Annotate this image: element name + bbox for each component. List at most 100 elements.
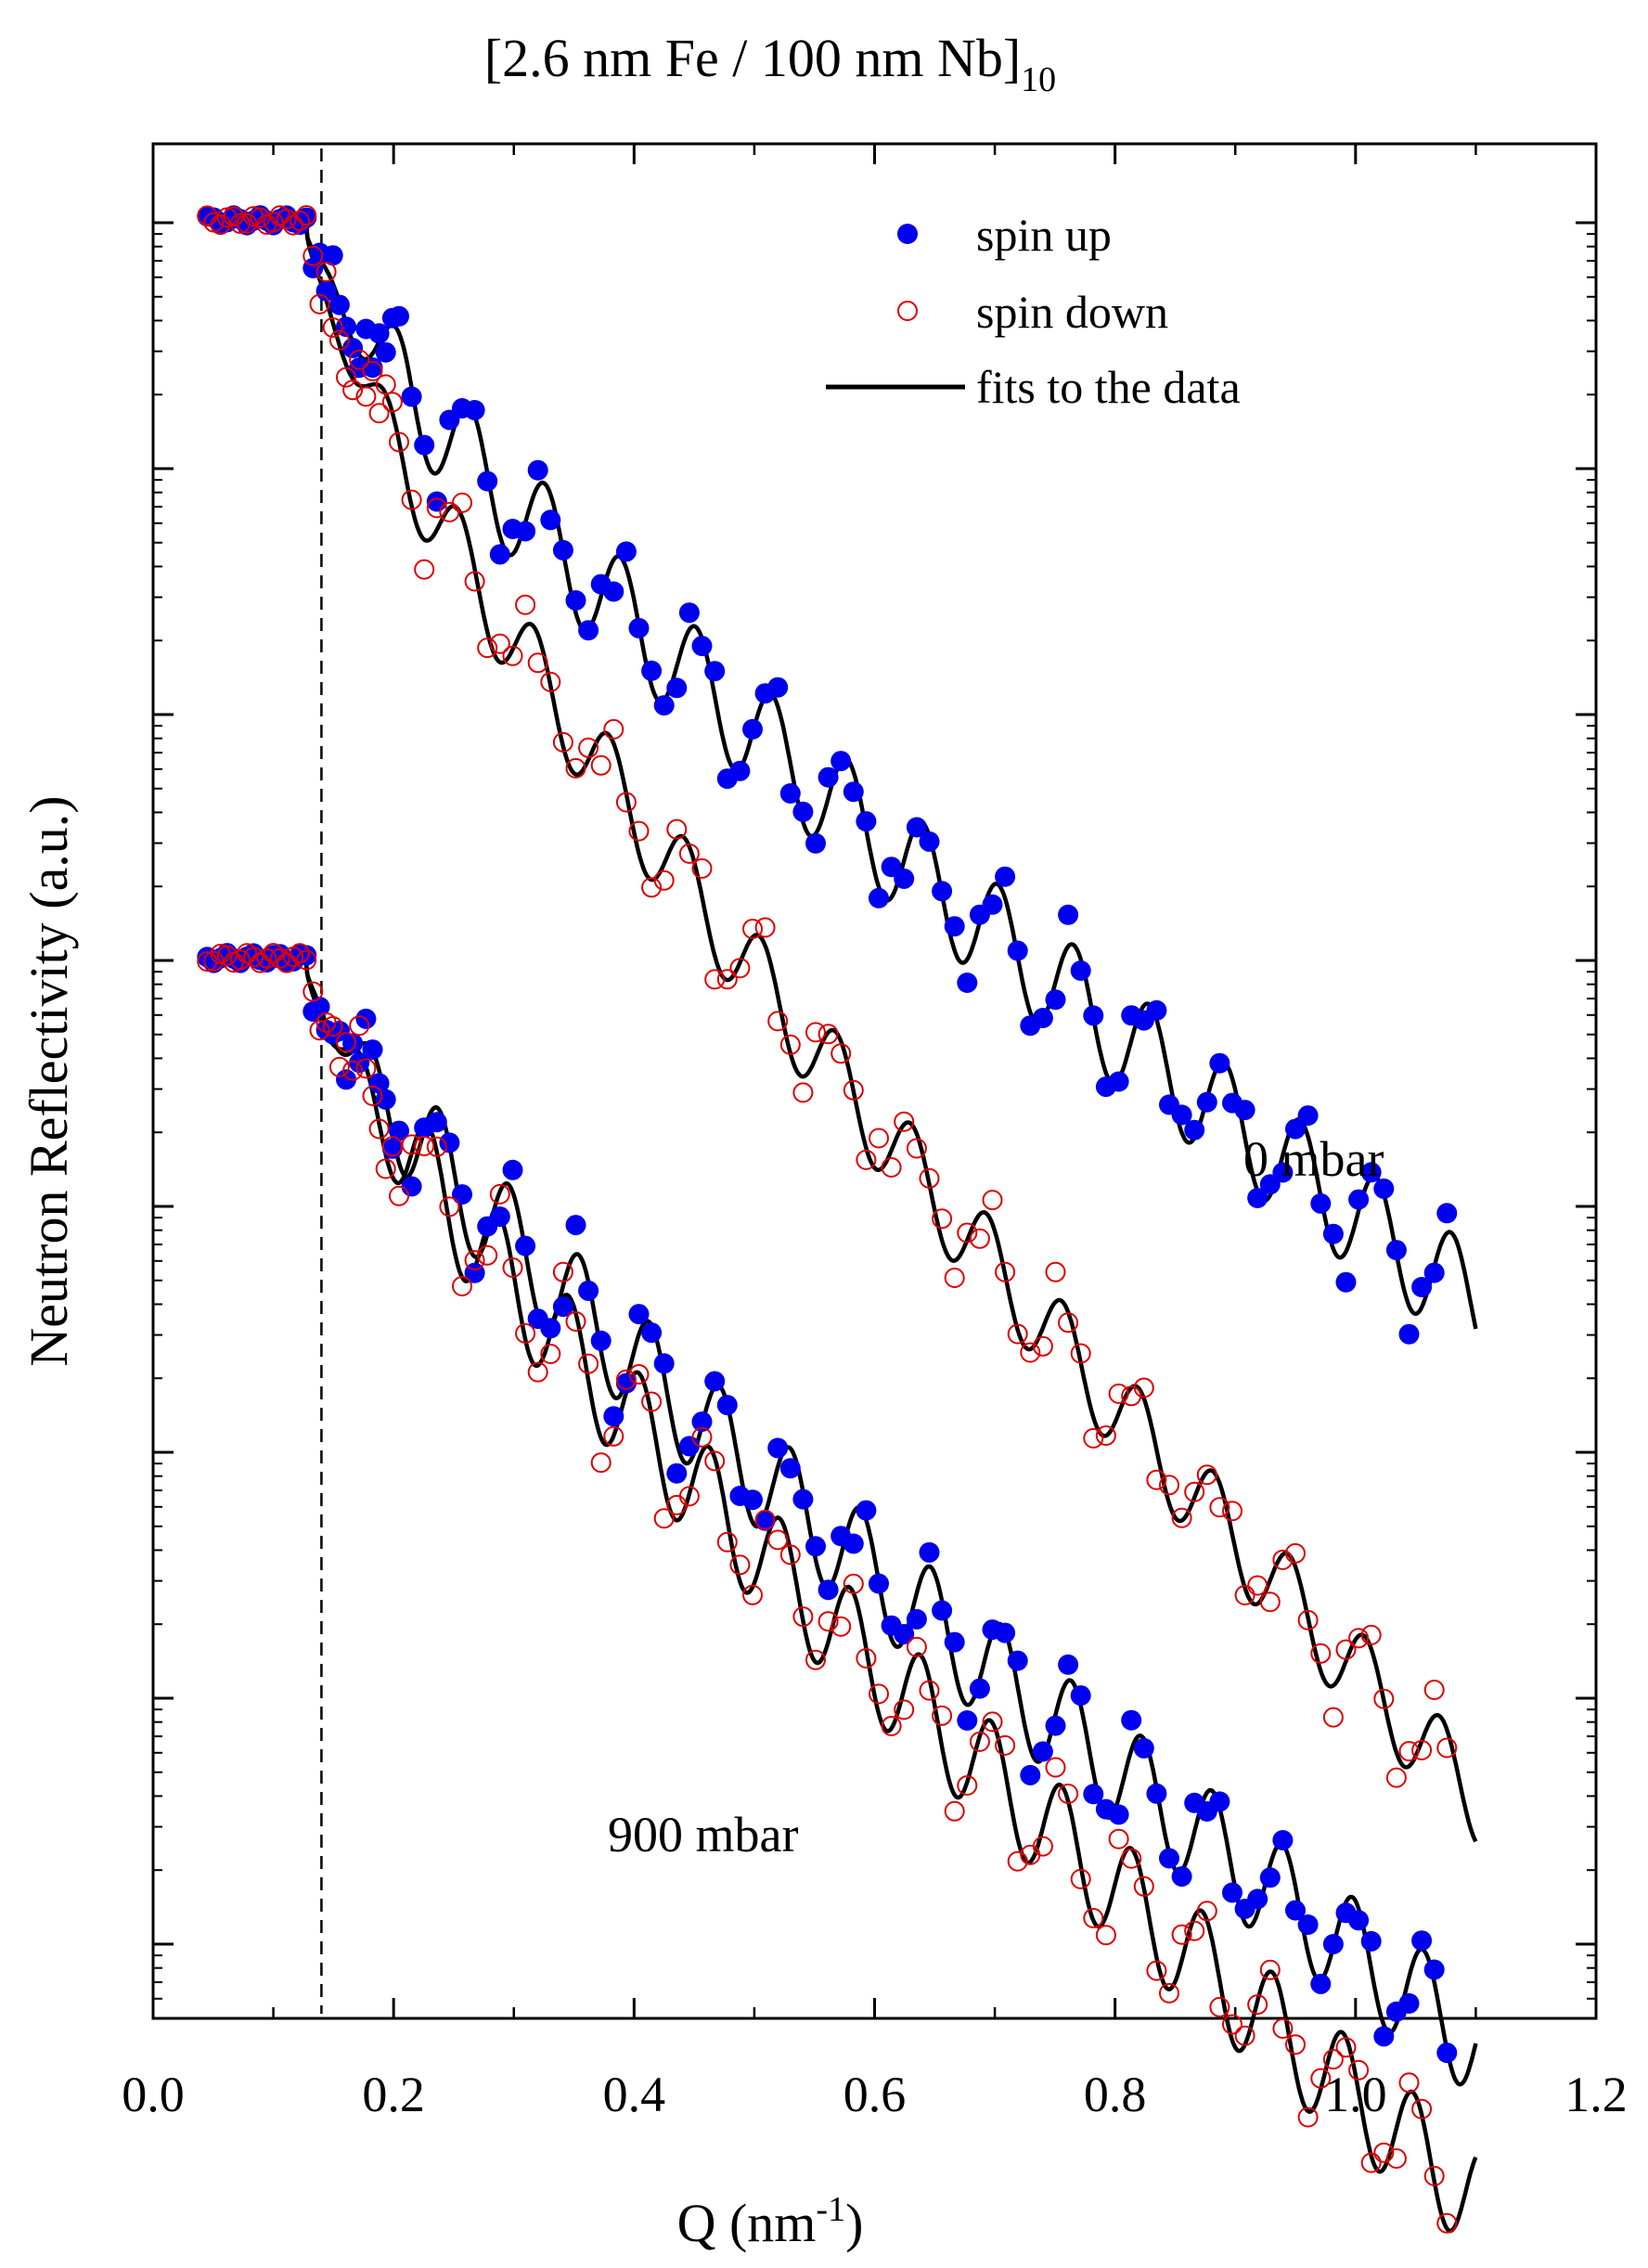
point-spin-down — [843, 1079, 864, 1101]
point-spin-up — [565, 1215, 586, 1236]
point-spin-down — [269, 947, 290, 969]
point-spin-up — [704, 661, 726, 682]
point-spin-up — [869, 887, 889, 908]
point-spin-up — [641, 660, 663, 681]
point-spin-down — [309, 293, 330, 315]
point-spin-down — [401, 1134, 422, 1155]
point-spin-down — [203, 950, 225, 972]
point-spin-down — [237, 213, 258, 234]
point-spin-down — [691, 1426, 713, 1448]
point-spin-down — [856, 1149, 877, 1170]
point-spin-up — [389, 305, 409, 327]
point-spin-down — [982, 1190, 1003, 1211]
point-spin-down — [328, 329, 350, 351]
point-spin-down — [1045, 1261, 1066, 1282]
point-spin-up — [603, 581, 624, 602]
point-spin-down — [362, 1085, 383, 1106]
point-spin-down — [336, 367, 356, 388]
point-spin-down — [653, 1508, 675, 1529]
point-spin-down — [628, 1364, 650, 1385]
point-spin-up — [1285, 1900, 1306, 1921]
point-spin-up — [969, 1678, 990, 1699]
x-tick-label: 0.2 — [362, 2067, 425, 2122]
point-spin-down — [1436, 2212, 1458, 2234]
point-spin-up — [691, 1411, 713, 1432]
point-spin-up — [792, 801, 814, 822]
point-spin-down — [805, 1649, 826, 1670]
point-spin-down — [362, 360, 383, 381]
point-spin-down — [641, 877, 663, 898]
point-spin-down — [869, 1128, 889, 1149]
point-spin-up — [309, 997, 330, 1017]
point-spin-up — [502, 1159, 523, 1180]
point-spin-up — [1373, 1178, 1395, 1199]
point-spin-up — [1159, 1848, 1179, 1869]
point-spin-up — [552, 539, 573, 561]
point-spin-down — [368, 403, 390, 424]
point-spin-down — [515, 594, 536, 615]
point-spin-down — [969, 1731, 990, 1752]
point-spin-down — [805, 1022, 826, 1043]
point-spin-down — [792, 1082, 814, 1103]
legend: spin up spin down fits to the data — [826, 209, 1241, 413]
point-spin-up — [906, 1608, 927, 1630]
point-spin-down — [342, 380, 364, 401]
point-spin-up — [678, 1436, 700, 1457]
point-spin-up — [552, 1296, 573, 1318]
point-spin-down — [1020, 1342, 1041, 1363]
point-spin-down — [243, 947, 264, 968]
point-spin-down — [414, 1136, 435, 1156]
point-spin-down — [742, 919, 763, 939]
x-axis-ticks: 0.0 0.2 0.4 0.6 0.8 1.0 1.2 — [122, 144, 1628, 2122]
point-spin-down — [881, 1157, 902, 1178]
point-spin-down — [792, 1606, 814, 1628]
point-spin-up — [1045, 989, 1066, 1011]
point-spin-down — [881, 1716, 902, 1736]
point-spin-down — [944, 1268, 965, 1288]
point-spin-up — [779, 1458, 801, 1479]
point-spin-down — [818, 1611, 839, 1632]
point-spin-up — [856, 1500, 877, 1521]
point-spin-down — [290, 943, 311, 964]
point-spin-down — [1322, 1707, 1344, 1728]
point-spin-up — [805, 832, 826, 854]
point-spin-down — [1222, 1501, 1242, 1522]
point-spin-down — [1348, 1628, 1370, 1649]
y-axis-ticks — [153, 221, 1596, 2019]
point-spin-down — [754, 1509, 776, 1530]
point-spin-up — [653, 1353, 675, 1374]
point-spin-down — [1423, 2165, 1445, 2186]
point-spin-down — [336, 1032, 356, 1053]
point-spin-down — [1285, 2034, 1306, 2055]
point-spin-down — [1272, 1549, 1294, 1570]
point-spin-down — [894, 1699, 915, 1720]
point-spin-down — [452, 1276, 472, 1296]
point-spin-down — [641, 1391, 663, 1412]
point-spin-down — [1070, 1868, 1091, 1889]
point-spin-up — [590, 1330, 612, 1351]
point-spin-up — [1045, 1715, 1066, 1736]
point-spin-down — [1058, 1312, 1079, 1334]
point-spin-up — [830, 751, 852, 772]
point-spin-up — [1209, 1052, 1230, 1074]
point-spin-down — [540, 1344, 561, 1364]
point-spin-down — [502, 645, 523, 666]
point-spin-up — [426, 1112, 447, 1133]
point-spin-down — [452, 492, 472, 513]
point-spin-up — [767, 677, 789, 698]
point-spin-up — [805, 1536, 826, 1557]
point-spin-down — [1360, 1624, 1382, 1645]
point-spin-up — [691, 636, 713, 657]
point-spin-up — [982, 894, 1003, 915]
point-spin-up — [375, 341, 396, 363]
point-spin-up — [995, 1622, 1016, 1643]
point-spin-up — [1070, 1685, 1091, 1707]
point-spin-up — [641, 1322, 663, 1344]
point-spin-up — [477, 470, 498, 492]
point-spin-down — [1209, 1996, 1230, 2017]
point-spin-down — [603, 718, 624, 740]
point-spin-down — [1007, 1850, 1028, 1872]
legend-marker-spin-down — [897, 301, 918, 321]
point-spin-down — [477, 638, 498, 659]
